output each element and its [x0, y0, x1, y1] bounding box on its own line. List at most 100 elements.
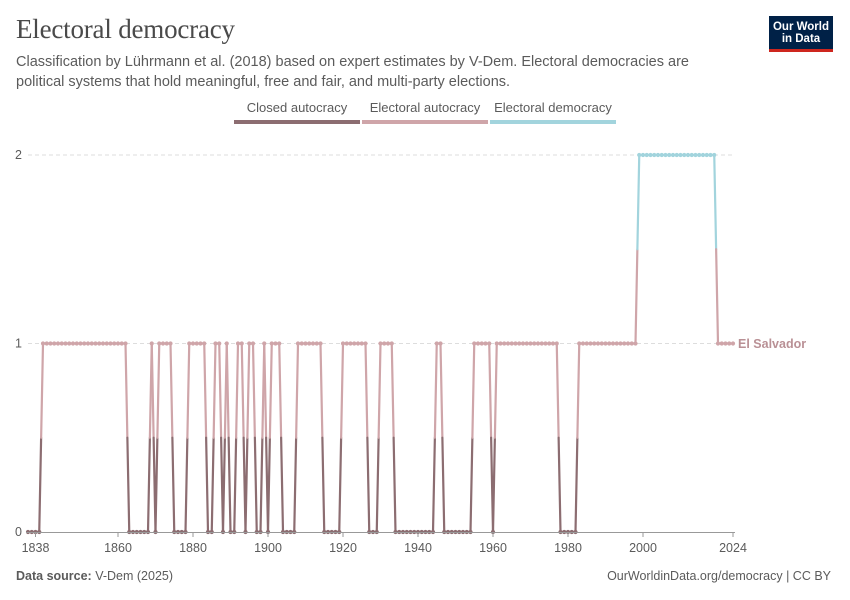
data-point	[595, 341, 601, 346]
data-point	[67, 341, 72, 346]
data-point	[318, 341, 323, 346]
line-segment	[319, 342, 324, 439]
legend-swatch	[234, 120, 360, 124]
data-point	[355, 341, 361, 346]
legend-item-electoral-autocracy[interactable]: Electoral autocracy	[362, 100, 488, 124]
data-point	[97, 341, 102, 346]
data-point	[727, 341, 732, 346]
data-point	[547, 341, 552, 346]
data-point	[123, 341, 128, 346]
line-segment	[154, 436, 159, 534]
grid-layer	[28, 154, 735, 344]
line-segment	[471, 342, 476, 439]
data-point	[340, 341, 346, 346]
line-segment	[493, 342, 498, 439]
data-point	[494, 341, 499, 346]
data-point	[378, 341, 383, 346]
data-point	[194, 341, 199, 346]
data-point	[273, 341, 278, 346]
line-segment	[156, 342, 161, 439]
data-point	[528, 341, 533, 346]
dot-layer	[25, 152, 736, 535]
footer-link[interactable]: OurWorldinData.org/democracy | CC BY	[607, 569, 831, 583]
x-tick-label: 1838	[22, 541, 50, 555]
line-segment	[184, 436, 189, 534]
data-point	[577, 341, 582, 346]
data-point	[82, 341, 87, 346]
data-point	[160, 341, 166, 346]
data-point	[314, 341, 319, 346]
data-point	[93, 341, 98, 346]
data-point	[603, 341, 608, 346]
x-tick-label: 1940	[404, 541, 432, 555]
line-segment	[233, 436, 238, 534]
data-point	[59, 341, 64, 346]
line-segment	[439, 342, 444, 439]
axis-layer: 0 1 2 1838 1860 1880 1900 1920 1940 1960 1980 2000 2…	[15, 148, 806, 555]
line-segment	[203, 342, 208, 439]
line-segment	[210, 436, 215, 534]
data-point	[359, 341, 364, 346]
line-segment	[227, 436, 232, 534]
data-point	[663, 152, 668, 158]
line-segment	[205, 436, 210, 534]
line-segment	[321, 436, 326, 534]
line-segment	[124, 342, 129, 439]
y-tick-label: 1	[15, 337, 22, 351]
data-point	[78, 341, 83, 346]
line-segment	[392, 436, 397, 534]
line-segment	[235, 342, 240, 439]
data-point	[517, 341, 522, 346]
data-point	[202, 341, 207, 346]
line-segment	[488, 342, 493, 439]
data-point	[250, 341, 256, 346]
legend-label: Closed autocracy	[246, 100, 348, 115]
data-point	[723, 341, 728, 346]
data-point	[217, 341, 222, 346]
line-segment	[295, 342, 300, 439]
data-point	[543, 341, 548, 346]
data-point	[592, 341, 597, 346]
data-point	[685, 152, 691, 158]
line-segment	[259, 436, 264, 534]
line-segment	[557, 436, 562, 534]
legend-item-closed-autocracy[interactable]: Closed autocracy	[234, 100, 360, 124]
data-point	[700, 152, 706, 158]
line-segment	[218, 342, 223, 439]
x-tick-label: 1880	[179, 541, 207, 555]
data-point	[235, 341, 241, 346]
data-point	[498, 341, 503, 346]
data-point	[532, 341, 537, 346]
data-point	[382, 341, 387, 346]
data-point	[363, 341, 368, 346]
owid-logo[interactable]: Our World in Data	[769, 16, 833, 52]
y-tick-label: 0	[15, 525, 22, 539]
data-point	[697, 152, 702, 158]
line-segment	[253, 436, 258, 534]
data-point	[44, 341, 49, 346]
line-segment	[390, 342, 395, 439]
data-point	[100, 341, 106, 346]
data-point	[277, 341, 282, 346]
data-point	[55, 341, 61, 346]
data-point	[213, 341, 218, 346]
line-segment	[340, 342, 345, 439]
line-segment	[268, 342, 273, 439]
line-segment	[240, 342, 245, 439]
data-point	[607, 341, 612, 346]
data-point	[70, 341, 76, 346]
data-source-value[interactable]: V-Dem (2025)	[95, 569, 174, 583]
line-segment	[278, 342, 283, 439]
license-link[interactable]: OurWorldinData.org/democracy | CC BY	[607, 569, 831, 583]
data-point	[89, 341, 94, 346]
x-tick-label: 1920	[329, 541, 357, 555]
x-tick-label: 1860	[104, 541, 132, 555]
x-tick-label: 1980	[554, 541, 582, 555]
data-point	[344, 341, 349, 346]
legend-item-electoral-democracy[interactable]: Electoral democracy	[490, 100, 616, 124]
data-point	[520, 341, 526, 346]
line-segment	[280, 436, 285, 534]
data-point	[633, 341, 638, 346]
data-point	[112, 341, 117, 346]
line-segment	[146, 436, 151, 534]
